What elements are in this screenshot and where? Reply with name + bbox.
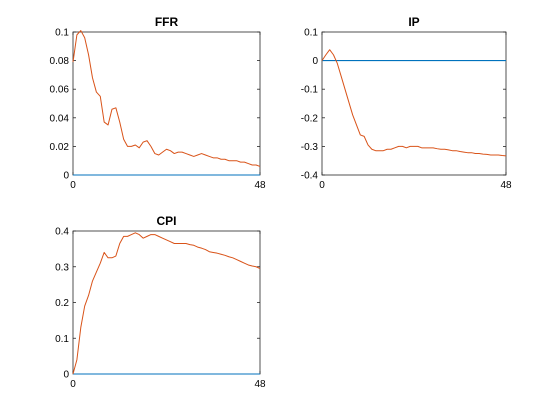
ip-xtick-label: 0 — [319, 180, 325, 191]
cpi-ytick-label: 0.1 — [55, 334, 69, 345]
ffr-response-line — [72, 30, 261, 167]
cpi-xtick-label: 0 — [70, 379, 76, 390]
ffr-ytick-label: 0.08 — [50, 56, 70, 67]
ffr-ytick-label: 0.06 — [50, 85, 70, 96]
ip-panel: IP -0.4 -0.3 -0.2 -0.1 0 0.1 0 48 — [301, 15, 512, 191]
ip-ytick-label: 0.1 — [304, 28, 318, 39]
ip-ytick-label: -0.1 — [301, 85, 319, 96]
ip-ytick-label: -0.2 — [301, 113, 319, 124]
cpi-axes-box — [72, 230, 261, 375]
ffr-ytick-label: 0.04 — [50, 113, 70, 124]
cpi-title: CPI — [156, 214, 176, 228]
ffr-title: FFR — [155, 15, 179, 29]
cpi-ytick-label: 0.2 — [55, 298, 69, 309]
cpi-xtick-label: 48 — [254, 379, 266, 390]
cpi-ytick-label: 0.3 — [55, 262, 69, 273]
ffr-panel: FFR 0 0.02 0.04 0.06 0.08 0.1 0 48 — [50, 15, 266, 191]
ip-ytick-label: 0 — [312, 56, 318, 67]
ffr-xtick-label: 0 — [70, 180, 76, 191]
ffr-ytick-label: 0.1 — [55, 28, 69, 39]
ip-response-line — [321, 49, 507, 157]
ffr-ytick-label: 0.02 — [50, 142, 70, 153]
ffr-xtick-label: 48 — [254, 180, 266, 191]
cpi-panel: CPI 0 0.1 0.2 0.3 0.4 0 48 — [55, 214, 266, 390]
ffr-axes-box — [72, 31, 261, 176]
ffr-ytick-label: 0 — [63, 171, 69, 182]
ip-xtick-label: 48 — [500, 180, 512, 191]
ip-title: IP — [408, 15, 419, 29]
ip-ytick-label: -0.4 — [301, 171, 319, 182]
ip-ytick-label: -0.3 — [301, 142, 319, 153]
cpi-ytick-label: 0.4 — [55, 227, 69, 238]
cpi-response-line — [72, 232, 261, 375]
ip-axes-box — [321, 31, 507, 176]
cpi-ytick-label: 0 — [63, 370, 69, 381]
